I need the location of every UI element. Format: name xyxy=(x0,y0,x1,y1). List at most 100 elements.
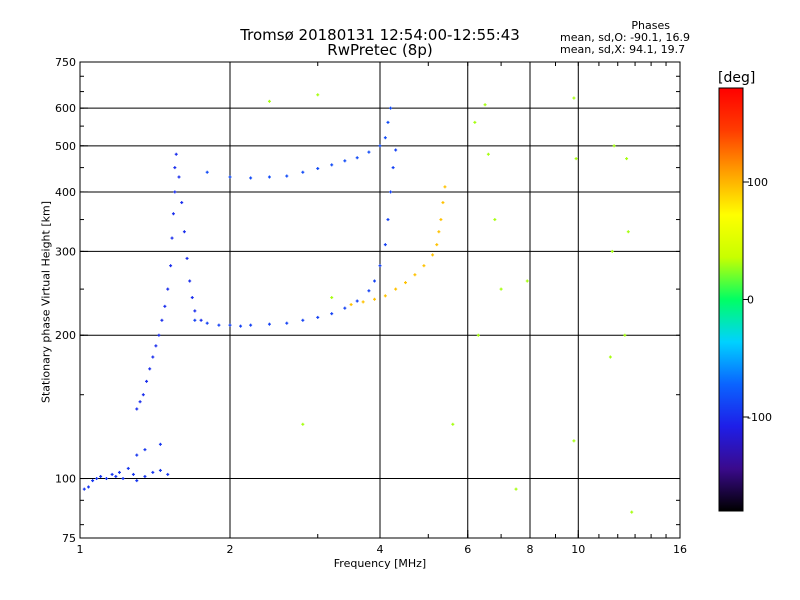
x-tick-label: 10 xyxy=(571,543,585,556)
data-point xyxy=(316,93,320,97)
data-point xyxy=(158,468,162,472)
data-point xyxy=(439,218,443,222)
data-point xyxy=(389,106,393,110)
data-point xyxy=(114,474,118,478)
data-point xyxy=(190,296,194,300)
data-point xyxy=(367,150,371,154)
data-point xyxy=(378,144,382,148)
data-point xyxy=(239,324,243,328)
data-point xyxy=(95,477,99,481)
y-tick-label: 600 xyxy=(55,102,76,115)
x-tick-label: 4 xyxy=(377,543,384,556)
data-point xyxy=(343,159,347,163)
data-point xyxy=(574,157,578,161)
x-axis-label: Frequency [MHz] xyxy=(333,557,427,570)
data-point xyxy=(386,218,390,222)
data-point xyxy=(110,472,114,476)
data-point xyxy=(82,487,86,491)
data-point xyxy=(389,190,393,194)
data-point xyxy=(173,166,177,170)
data-point xyxy=(86,485,90,489)
data-point xyxy=(99,474,103,478)
data-point xyxy=(473,120,477,124)
data-point xyxy=(355,156,359,160)
y-tick-label: 400 xyxy=(55,186,76,199)
data-point xyxy=(441,201,445,205)
data-point xyxy=(185,256,189,260)
data-point xyxy=(391,166,395,170)
data-point xyxy=(131,472,135,476)
data-point xyxy=(182,230,186,234)
colorbar-tick-label: -100 xyxy=(747,411,772,424)
data-point xyxy=(173,190,177,194)
data-point xyxy=(355,299,359,303)
data-point xyxy=(499,287,503,291)
data-point xyxy=(413,273,417,277)
data-point xyxy=(249,176,253,180)
data-point xyxy=(626,230,630,234)
data-point xyxy=(170,236,174,240)
data-point xyxy=(403,281,407,285)
axis-layer: 1 2 4 6 8 10 16 75 100 200 300 400 500 600 750 xyxy=(55,56,687,556)
data-point xyxy=(217,323,221,327)
y-axis-label: Stationary phase Virtual Height [km] xyxy=(39,200,53,404)
data-point xyxy=(383,294,387,298)
data-point xyxy=(422,264,426,268)
y-tick-label: 100 xyxy=(55,473,76,486)
data-point xyxy=(572,439,576,443)
data-point xyxy=(205,170,209,174)
x-tick-label: 8 xyxy=(527,543,534,556)
data-point xyxy=(330,312,334,316)
data-point xyxy=(148,367,152,371)
data-point xyxy=(437,230,441,234)
data-point xyxy=(383,136,387,140)
data-point xyxy=(135,479,139,483)
data-point xyxy=(378,264,382,268)
data-point xyxy=(151,470,155,474)
data-point xyxy=(572,96,576,100)
data-point xyxy=(451,422,455,426)
data-point xyxy=(135,453,139,457)
data-point xyxy=(177,175,181,179)
y-tick-label: 500 xyxy=(55,140,76,153)
data-point xyxy=(188,279,192,283)
colorbar-ticks: 100 0 -100 xyxy=(743,176,772,424)
chart-subtitle: RwPretec (8p) xyxy=(327,41,433,59)
data-point xyxy=(394,287,398,291)
data-point xyxy=(151,355,155,359)
data-point xyxy=(267,322,271,326)
data-point xyxy=(205,321,209,325)
data-point xyxy=(143,448,147,452)
data-point xyxy=(493,218,497,222)
data-point xyxy=(117,470,121,474)
data-point xyxy=(171,212,175,216)
data-point xyxy=(145,379,149,383)
data-point xyxy=(91,479,95,483)
data-point xyxy=(301,318,305,322)
chart-title: Tromsø 20180131 12:54:00-12:55:43 xyxy=(240,26,520,44)
data-point xyxy=(199,318,203,322)
data-point xyxy=(625,157,629,161)
data-point xyxy=(126,466,130,470)
data-point xyxy=(443,185,447,189)
grid-layer xyxy=(80,62,680,538)
data-point xyxy=(285,321,289,325)
colorbar-unit: [deg] xyxy=(718,70,756,86)
x-tick-label: 2 xyxy=(227,543,234,556)
data-point xyxy=(267,175,271,179)
data-point xyxy=(373,279,377,283)
data-point xyxy=(301,422,305,426)
data-point xyxy=(476,333,480,337)
data-point xyxy=(612,144,616,148)
data-point xyxy=(180,201,184,205)
colorbar xyxy=(718,87,744,512)
data-point xyxy=(383,243,387,247)
data-point xyxy=(285,174,289,178)
data-point xyxy=(623,333,627,337)
data-point xyxy=(630,510,634,514)
y-tick-label: 300 xyxy=(55,245,76,258)
x-tick-label: 6 xyxy=(464,543,471,556)
data-point xyxy=(483,103,487,107)
data-point xyxy=(486,152,490,156)
